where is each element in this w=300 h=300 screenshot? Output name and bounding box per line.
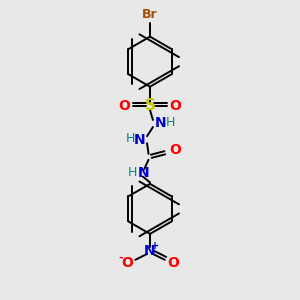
Text: N: N [144,244,156,258]
Text: N: N [138,166,149,180]
Text: H: H [125,132,135,145]
Text: Br: Br [142,8,158,21]
Text: O: O [118,99,130,113]
Text: +: + [151,241,159,251]
Text: S: S [145,98,155,113]
Text: N: N [134,133,146,147]
Text: O: O [170,143,182,157]
Text: N: N [154,116,166,130]
Text: H: H [165,116,175,129]
Text: O: O [170,99,182,113]
Text: O: O [121,256,133,270]
Text: O: O [167,256,179,270]
Text: -: - [119,253,124,262]
Text: H: H [128,167,137,179]
